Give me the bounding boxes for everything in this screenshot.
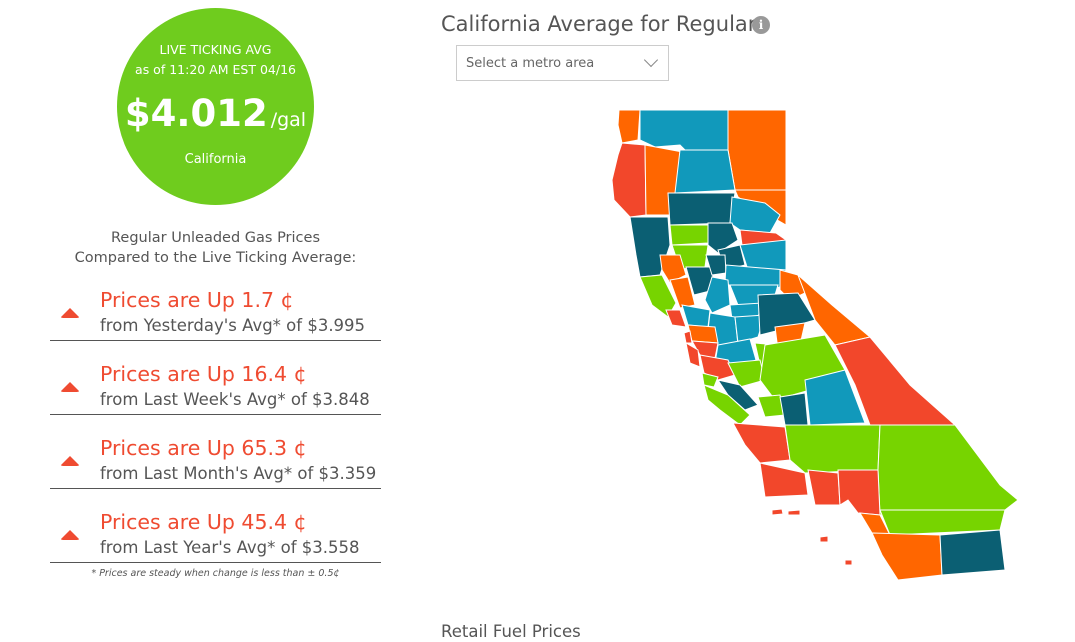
compare-heading-line1: Regular Unleaded Gas Prices	[110, 230, 320, 246]
channel-islands	[771, 508, 853, 566]
price-change-headline: Prices are Up 65.3 ¢	[100, 436, 307, 460]
price-change-headline: Prices are Up 1.7 ¢	[100, 288, 294, 312]
county-merced[interactable]	[727, 359, 766, 388]
metro-area-select-placeholder: Select a metro area	[466, 56, 595, 71]
county-san-mateo[interactable]	[685, 342, 701, 368]
county-nevada[interactable]	[739, 239, 787, 271]
county-ventura[interactable]	[807, 469, 841, 506]
county-kings-south[interactable]	[779, 392, 809, 426]
live-avg-state: California	[184, 152, 247, 167]
county-santa-clara[interactable]	[699, 354, 736, 381]
live-avg-badge: LIVE TICKING AVG as of 11:20 AM EST 04/1…	[117, 8, 314, 205]
info-icon[interactable]: i	[752, 16, 770, 34]
compare-heading: Regular Unleaded Gas Prices Compared to …	[50, 228, 381, 268]
live-avg-unit: /gal	[270, 109, 307, 131]
up-arrow-icon	[60, 456, 80, 466]
price-change-detail: from Last Month's Avg* of $3.359	[100, 464, 377, 483]
price-change-detail: from Yesterday's Avg* of $3.995	[100, 316, 366, 335]
price-change-headline: Prices are Up 16.4 ¢	[100, 362, 307, 386]
county-humboldt[interactable]	[611, 142, 647, 218]
steady-price-footnote: * Prices are steady when change is less …	[91, 568, 340, 579]
price-change-detail: from Last Year's Avg* of $3.558	[100, 538, 360, 557]
retail-fuel-prices-title: Retail Fuel Prices	[441, 622, 581, 641]
county-napa[interactable]	[669, 276, 696, 309]
county-santa-cruz[interactable]	[701, 372, 719, 388]
county-tehama[interactable]	[667, 192, 736, 226]
county-calaveras[interactable]	[734, 314, 766, 344]
live-avg-price: $4.012/gal	[117, 92, 314, 135]
up-arrow-icon	[60, 382, 80, 392]
county-imperial[interactable]	[939, 529, 1006, 576]
price-change-detail: from Last Week's Avg* of $3.848	[100, 390, 370, 409]
county-butte[interactable]	[707, 222, 739, 254]
county-santa-barbara[interactable]	[759, 462, 809, 498]
county-shasta[interactable]	[674, 149, 736, 194]
up-arrow-icon	[60, 308, 80, 318]
county-modoc[interactable]	[727, 109, 787, 191]
county-marin[interactable]	[665, 309, 687, 328]
metro-area-select[interactable]: Select a metro area	[456, 45, 669, 81]
california-county-map	[611, 109, 1019, 581]
county-solano[interactable]	[681, 304, 711, 328]
price-change-last-week: Prices are Up 16.4 ¢ from Last Week's Av…	[50, 362, 381, 415]
county-san-diego[interactable]	[871, 532, 943, 581]
county-san-luis-obispo[interactable]	[732, 422, 791, 464]
live-avg-timestamp: as of 11:20 AM EST 04/16	[135, 62, 296, 77]
county-contra-costa[interactable]	[687, 324, 719, 344]
county-kern[interactable]	[784, 424, 881, 474]
price-change-headline: Prices are Up 45.4 ¢	[100, 510, 307, 534]
county-san-benito[interactable]	[716, 379, 759, 411]
price-change-last-year: Prices are Up 45.4 ¢ from Last Year's Av…	[50, 510, 381, 563]
chevron-down-icon	[643, 52, 659, 68]
price-change-last-month: Prices are Up 65.3 ¢ from Last Month's A…	[50, 436, 381, 489]
live-avg-price-value: $4.012	[124, 92, 268, 135]
county-del-norte[interactable]	[617, 109, 641, 144]
county-sacramento[interactable]	[704, 276, 731, 314]
map-title: California Average for Regular	[441, 12, 757, 36]
live-avg-label: LIVE TICKING AVG	[159, 42, 272, 57]
price-change-yesterday: Prices are Up 1.7 ¢ from Yesterday's Avg…	[50, 288, 381, 341]
compare-heading-line2: Compared to the Live Ticking Average:	[74, 250, 357, 266]
county-los-angeles[interactable]	[837, 469, 881, 516]
county-san-bernardino[interactable]	[877, 424, 1019, 516]
up-arrow-icon	[60, 530, 80, 540]
county-san-francisco[interactable]	[683, 330, 693, 344]
county-tulare[interactable]	[804, 369, 866, 426]
county-glenn[interactable]	[669, 224, 709, 246]
